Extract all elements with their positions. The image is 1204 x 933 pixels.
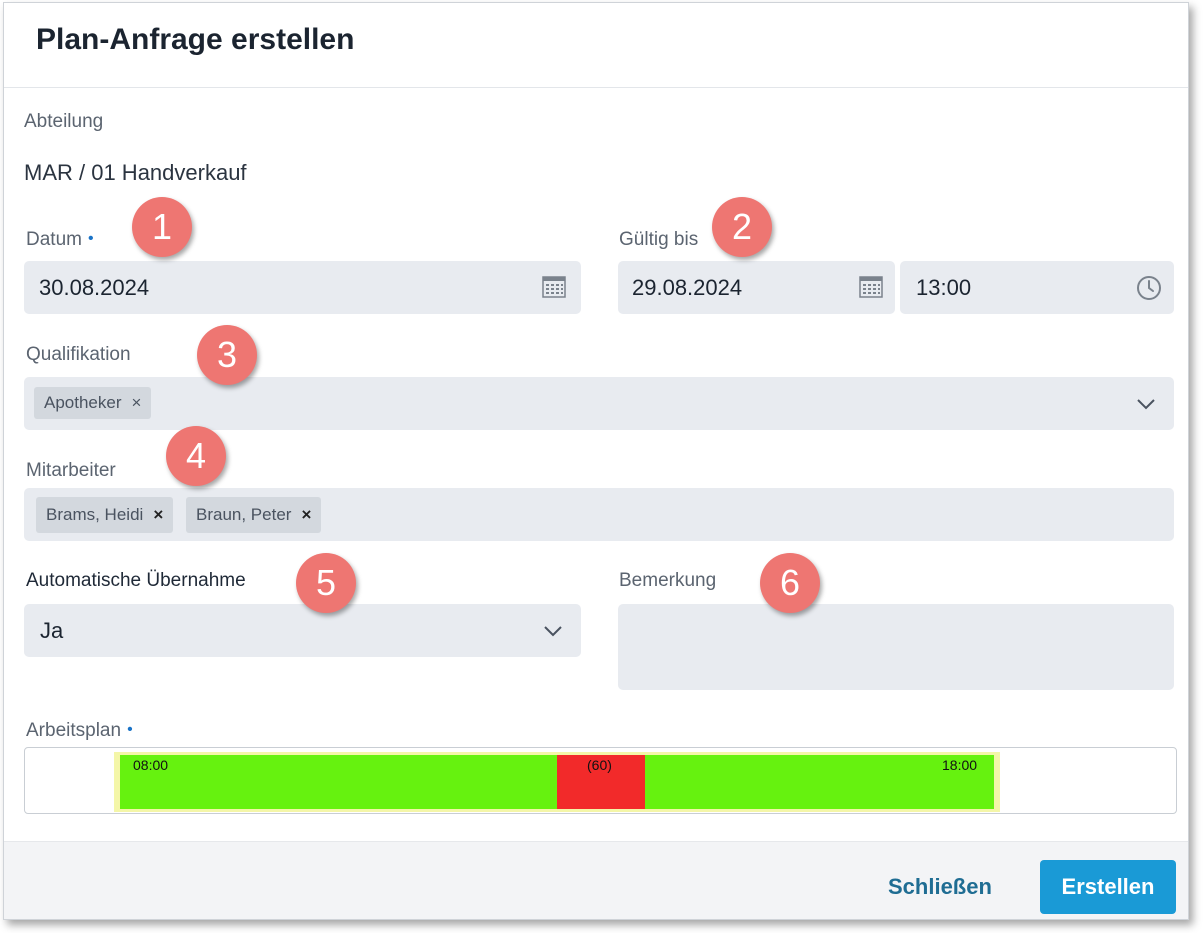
dialog-title: Plan-Anfrage erstellen	[36, 23, 355, 56]
annotation-badge-1: 1	[132, 197, 192, 257]
arbeitsplan-label: Arbeitsplan •	[26, 720, 133, 742]
annotation-badge-2: 2	[712, 197, 772, 257]
abteilung-value: MAR / 01 Handverkauf	[24, 160, 247, 185]
abteilung-label: Abteilung	[24, 111, 104, 132]
timeline-end-time: 18:00	[942, 757, 978, 773]
chip-braun-peter: Braun, Peter ×	[186, 497, 322, 533]
datum-value: 30.08.2024	[39, 275, 150, 300]
gueltig-bis-time-input[interactable]: 13:00	[900, 261, 1174, 314]
calendar-icon[interactable]	[859, 275, 883, 304]
automatische-uebernahme-value: Ja	[40, 618, 64, 643]
automatische-uebernahme-label: Automatische Übernahme	[26, 570, 246, 591]
timeline-work-segment[interactable]	[120, 755, 557, 809]
mitarbeiter-label: Mitarbeiter	[26, 460, 116, 481]
dialog-footer: Schließen Erstellen	[4, 841, 1188, 919]
mitarbeiter-select[interactable]: Brams, Heidi × Braun, Peter ×	[24, 488, 1174, 541]
gueltig-bis-date-input[interactable]: 29.08.2024	[618, 261, 895, 314]
annotation-badge-3: 3	[197, 325, 257, 385]
chip-apotheker: Apotheker ×	[34, 387, 152, 419]
datum-input[interactable]: 30.08.2024	[24, 261, 581, 314]
bemerkung-textarea[interactable]	[618, 604, 1174, 690]
gueltig-bis-time-value: 13:00	[916, 275, 972, 300]
chevron-down-icon[interactable]	[542, 620, 564, 647]
timeline-break-label: (60)	[587, 757, 612, 773]
annotation-badge-4: 4	[166, 426, 226, 486]
chip-label: Brams, Heidi	[46, 505, 144, 524]
chip-label: Braun, Peter	[196, 505, 292, 524]
gueltig-bis-date-value: 29.08.2024	[632, 275, 743, 300]
annotation-badge-6: 6	[760, 553, 820, 613]
timeline-break-segment[interactable]	[557, 755, 645, 809]
remove-chip-icon[interactable]: ×	[301, 505, 312, 524]
datum-label-text: Datum	[26, 229, 82, 250]
timeline-work-segment[interactable]	[645, 755, 994, 809]
automatische-uebernahme-select[interactable]: Ja	[24, 604, 581, 657]
gueltig-bis-label: Gültig bis	[619, 229, 699, 250]
remove-chip-icon[interactable]: ×	[131, 393, 142, 412]
remove-chip-icon[interactable]: ×	[153, 505, 164, 524]
annotation-badge-5: 5	[296, 553, 356, 613]
dialog-header: Plan-Anfrage erstellen	[4, 3, 1188, 88]
close-button[interactable]: Schließen	[888, 874, 992, 899]
create-button[interactable]: Erstellen	[1040, 860, 1176, 914]
calendar-icon[interactable]	[542, 275, 566, 304]
datum-label: Datum •	[26, 229, 94, 251]
chevron-down-icon[interactable]	[1135, 393, 1157, 420]
chip-brams-heidi: Brams, Heidi ×	[36, 497, 174, 533]
clock-icon[interactable]	[1136, 275, 1162, 306]
arbeitsplan-timeline[interactable]: 08:00 (60) 18:00	[24, 747, 1177, 814]
plan-request-dialog: Plan-Anfrage erstellen Abteilung MAR / 0…	[3, 2, 1189, 920]
qualifikation-label: Qualifikation	[26, 344, 131, 365]
bemerkung-label: Bemerkung	[619, 570, 717, 591]
required-marker: •	[127, 721, 133, 738]
qualifikation-select[interactable]: Apotheker ×	[24, 377, 1174, 430]
arbeitsplan-label-text: Arbeitsplan	[26, 720, 122, 741]
required-marker: •	[87, 230, 94, 247]
timeline-start-time: 08:00	[133, 757, 169, 773]
chip-label: Apotheker	[44, 393, 122, 412]
